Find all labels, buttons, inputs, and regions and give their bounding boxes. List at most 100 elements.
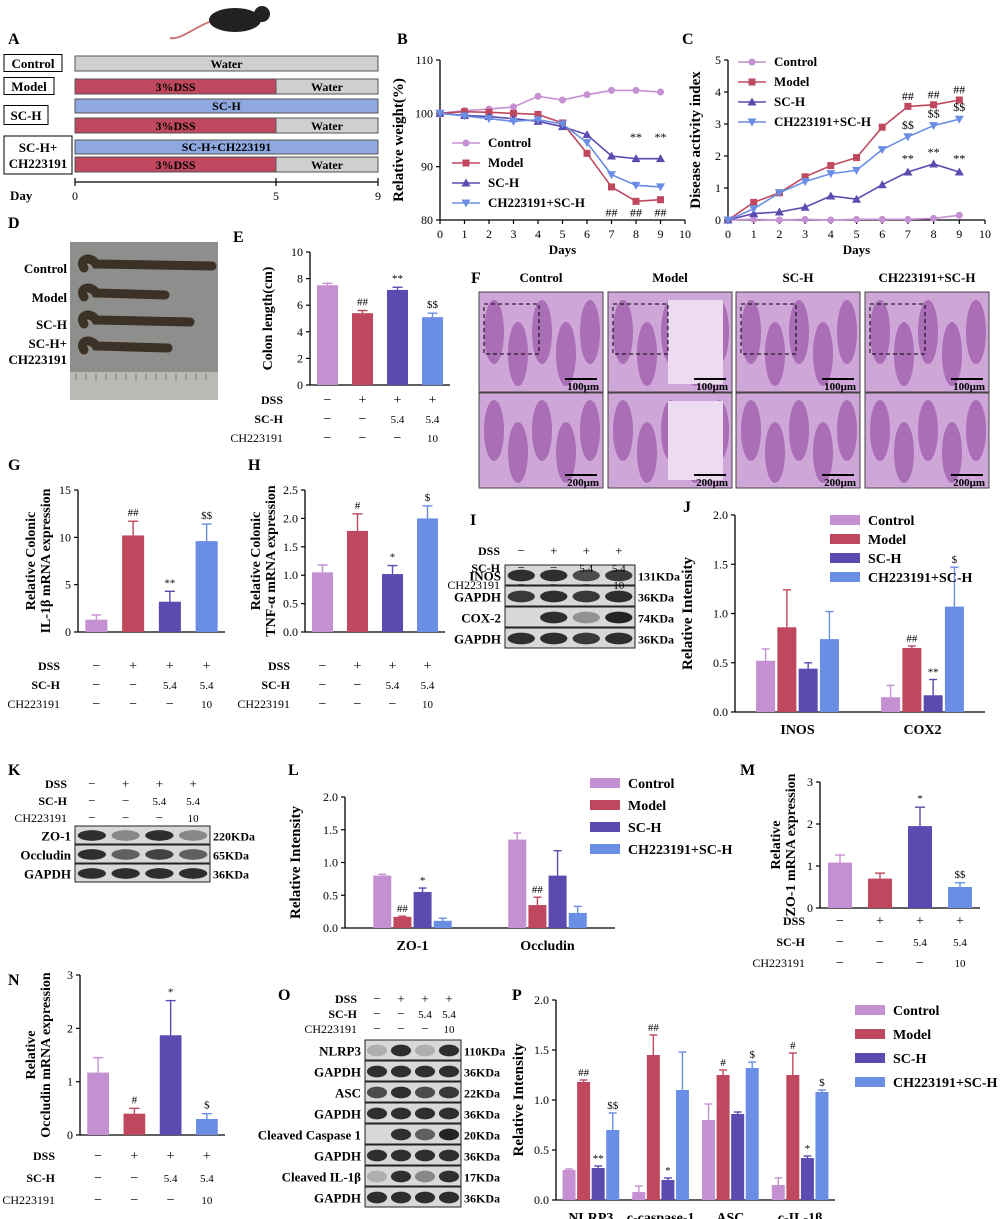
legend-marker [461, 178, 471, 187]
x-tick-label: 7 [609, 227, 615, 241]
chart-C: 0 1 2 3 4 5 0 1 2 3 4 5 6 7 8 9 10 Days Disease activity i… [688, 53, 991, 257]
significance-mark: * [805, 1143, 811, 1155]
bar [312, 572, 333, 632]
legend-swatch [590, 844, 620, 854]
x-tick-label: 10 [679, 227, 691, 241]
y-tick-label: 0.5 [323, 888, 338, 902]
timeline-text: 3%DSS [155, 158, 195, 172]
blot-band [390, 1107, 412, 1120]
x-tick-label: 3 [802, 227, 808, 241]
chart-L: 0.0 0.5 1.0 1.5 2.0 ## * ZO-1 ## Occludin Relative… [288, 777, 733, 954]
treatment-cell: − [92, 678, 100, 693]
significance-mark: ** [928, 145, 940, 159]
x-tick-label: 7 [905, 227, 911, 241]
data-point [800, 178, 810, 187]
tissue-structure [918, 300, 938, 364]
blot-header-cell: − [421, 1021, 428, 1036]
bar [413, 891, 432, 928]
bar [562, 1170, 576, 1200]
treatment-row-label: SC-H [26, 1171, 55, 1185]
legend-swatch [830, 534, 860, 544]
y-tick-label: 90 [421, 160, 433, 174]
label-line: ZO-1 mRNA expression [784, 773, 799, 916]
blot-label: NLRP3 [319, 1044, 361, 1059]
day-tick-label: 0 [72, 189, 78, 203]
data-point [955, 211, 963, 219]
blot-band [77, 830, 107, 841]
bar [373, 875, 392, 928]
blot-label: INOS [469, 569, 501, 584]
blot-header-cell: − [373, 1006, 380, 1021]
bar [158, 601, 181, 632]
panel-letter-B: B [397, 31, 408, 48]
treatment-cell: − [167, 1193, 175, 1208]
panel-D-photo: Control Model SC-H SC-H+ CH223191 [9, 242, 218, 400]
bar [352, 313, 373, 385]
bar [317, 285, 338, 385]
legend-entry: Model [774, 74, 810, 89]
tissue-structure [966, 400, 986, 461]
tissue-structure [789, 300, 809, 364]
blot-band [507, 569, 535, 582]
significance-mark: $$ [427, 299, 439, 311]
data-point [827, 216, 835, 224]
y-tick-label: 10 [291, 245, 303, 259]
bar [422, 317, 443, 385]
row-label: Model [11, 79, 47, 94]
day-tick-label: 5 [273, 189, 279, 203]
treatment-cell: + [129, 659, 137, 674]
blot-header-cell: 5.4 [186, 796, 200, 808]
row-label-box [3, 54, 63, 72]
tissue-structure [556, 322, 576, 386]
timeline-text: 3%DSS [155, 119, 195, 133]
label-line: IL-1β mRNA expression [39, 488, 54, 633]
data-point [930, 101, 938, 109]
blot-label: GAPDH [314, 1191, 361, 1206]
bar [944, 606, 964, 712]
tissue-lumen [668, 300, 723, 384]
day-label: Day [10, 188, 33, 203]
blot-row [364, 1060, 462, 1082]
blot-row [504, 564, 636, 586]
blot-label: Cleaved IL-1β [282, 1170, 362, 1185]
blot-row [364, 1186, 462, 1208]
blot-band [414, 1065, 436, 1078]
significance-mark: $ [425, 492, 431, 504]
series-line [439, 110, 661, 203]
significance-mark: # [132, 1094, 138, 1106]
treatment-cell: − [359, 431, 367, 446]
category-label: NLRP3 [568, 1211, 613, 1219]
legend-entry: CH223191+SC-H [628, 843, 733, 858]
legend-swatch [830, 572, 860, 582]
blot-band [390, 1170, 412, 1183]
category-label: ASC [716, 1211, 744, 1219]
row-label: SC-H+ CH223191 [9, 336, 68, 367]
column-title: Model [652, 270, 688, 285]
data-point [723, 216, 733, 225]
x-tick-label: 4 [535, 227, 541, 241]
y-tick-label: 0.5 [713, 656, 728, 670]
data-point [903, 167, 913, 176]
panel-letter-I: I [470, 512, 476, 529]
panel-letter-A: A [8, 31, 20, 48]
bar [196, 1119, 218, 1135]
y-tick-label: 1 [807, 859, 813, 873]
blot-band [145, 849, 174, 860]
y-tick-label: 6 [297, 298, 303, 312]
y-axis-label: Colon length(cm) [261, 266, 276, 370]
bar [756, 660, 776, 712]
y-tick-label: 2.0 [534, 993, 549, 1007]
bar [433, 920, 452, 928]
bar [798, 668, 818, 712]
treatment-cell: − [94, 1149, 102, 1164]
category-label: Occludin [520, 939, 575, 954]
bar [661, 1180, 675, 1200]
blot-label: GAPDH [314, 1065, 361, 1080]
bar [716, 1075, 730, 1200]
data-point [775, 216, 783, 224]
y-tick-label: 3 [807, 775, 813, 789]
row-label-box [3, 135, 73, 175]
significance-mark: ## [902, 89, 914, 103]
blot-kda: 65KDa [213, 849, 249, 863]
